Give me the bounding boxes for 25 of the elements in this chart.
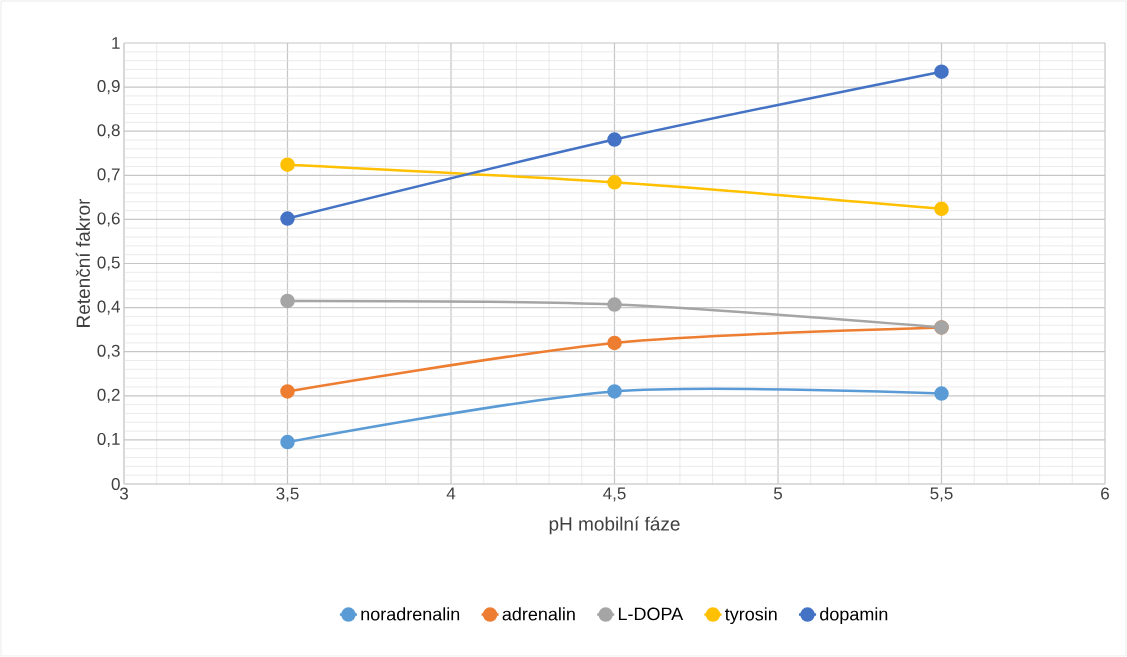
legend-label: adrenalin bbox=[502, 607, 575, 621]
y-tick-label: 0,2 bbox=[97, 388, 120, 403]
y-tick-label: 0,4 bbox=[97, 300, 120, 315]
legend-label: L-DOPA bbox=[618, 607, 684, 621]
x-tick-label: 3,5 bbox=[276, 487, 299, 502]
y-tick-label: 1 bbox=[112, 37, 120, 49]
x-tick-label: 6 bbox=[1101, 487, 1109, 500]
y-tick-label: 0,8 bbox=[97, 124, 120, 139]
y-tick-label: 0,3 bbox=[97, 344, 120, 359]
x-tick-label: 5,5 bbox=[930, 487, 953, 502]
x-tick-label: 4,5 bbox=[603, 487, 626, 502]
y-axis-title: Retenční fakror bbox=[75, 198, 90, 327]
legend-label: noradrenalin bbox=[361, 607, 460, 621]
x-axis-title: pH mobilní fáze bbox=[549, 516, 680, 535]
legend-label: tyrosin bbox=[725, 607, 777, 625]
legend-label: dopamin bbox=[820, 607, 888, 625]
x-tick-label: 5 bbox=[773, 487, 783, 500]
x-tick-label: 3 bbox=[119, 487, 128, 500]
y-tick-label: 0,5 bbox=[97, 256, 120, 271]
y-tick-label: 0,7 bbox=[97, 168, 120, 183]
x-tick-label: 4 bbox=[446, 487, 456, 500]
y-tick-label: 0,1 bbox=[97, 432, 120, 447]
y-tick-label: 0,6 bbox=[97, 212, 120, 227]
y-tick-label: 0,9 bbox=[97, 80, 120, 95]
y-tick-label: 0 bbox=[111, 477, 120, 491]
